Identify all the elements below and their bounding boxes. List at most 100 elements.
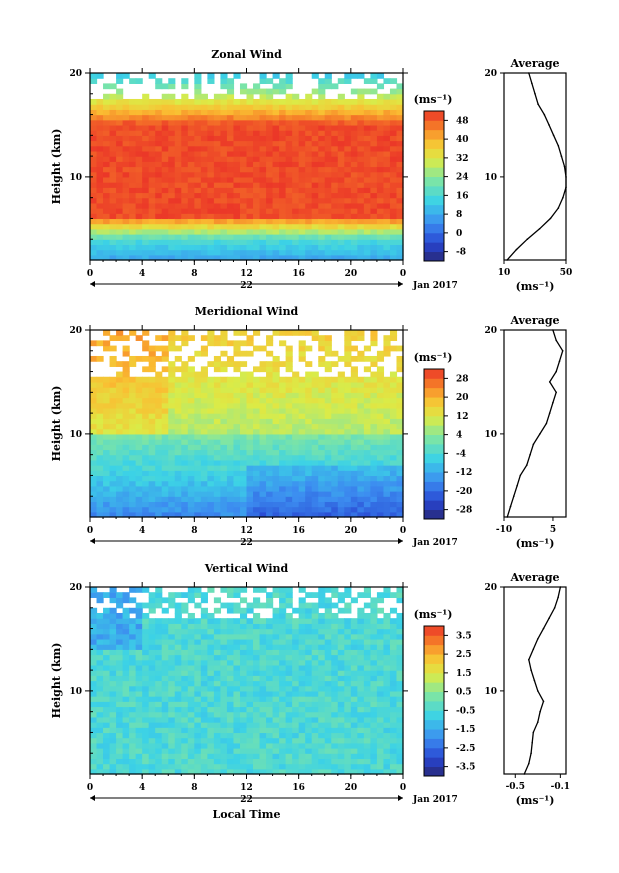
heatmap-cell — [253, 485, 261, 492]
average-x-tick-label: 50 — [560, 268, 573, 278]
heatmap-cell — [272, 208, 280, 214]
heatmap-cell — [129, 485, 137, 492]
heatmap-cell — [103, 93, 111, 100]
heatmap-cell — [103, 192, 111, 199]
heatmap-cell — [96, 355, 104, 362]
heatmap-cell — [272, 244, 280, 251]
heatmap-cell — [337, 182, 345, 188]
heatmap-cell — [148, 156, 156, 162]
heatmap-cell — [103, 722, 111, 728]
heatmap-cell — [272, 402, 280, 409]
heatmap-cell — [363, 218, 371, 225]
heatmap-cell — [357, 124, 365, 131]
heatmap-cell — [116, 140, 124, 147]
heatmap-cell — [239, 244, 248, 251]
average-point — [531, 82, 533, 85]
heatmap-cell — [253, 213, 261, 220]
heatmap-cell — [200, 166, 208, 173]
heatmap-cell — [253, 239, 261, 246]
heatmap-cell — [266, 511, 274, 518]
heatmap-cell — [305, 213, 313, 220]
heatmap-cell — [266, 166, 274, 173]
heatmap-cell — [279, 454, 287, 461]
heatmap-cell — [200, 335, 208, 341]
heatmap-cell — [174, 711, 182, 718]
heatmap-cell — [246, 166, 254, 173]
heatmap-cell — [376, 638, 385, 645]
heatmap-cell — [376, 135, 385, 142]
heatmap-cell — [168, 182, 176, 188]
heatmap-cell — [350, 397, 358, 404]
heatmap-cell — [174, 202, 182, 209]
heatmap-cell — [272, 711, 280, 718]
heatmap-cell — [239, 109, 248, 116]
heatmap-cell — [266, 696, 274, 702]
heatmap-cell — [129, 644, 137, 650]
heatmap-cell — [311, 397, 319, 404]
heatmap-cell — [383, 444, 391, 451]
heatmap-cell — [207, 376, 215, 383]
heatmap-cell — [96, 706, 104, 713]
heatmap-cell — [331, 192, 339, 199]
heatmap-cell — [279, 444, 287, 451]
heatmap-cell — [324, 690, 332, 697]
heatmap-cell — [311, 73, 319, 79]
heatmap-cell — [363, 696, 371, 702]
heatmap-cell — [376, 140, 385, 147]
heatmap-cell — [187, 239, 195, 246]
heatmap-cell — [350, 433, 358, 440]
heatmap-cell — [305, 701, 313, 708]
heatmap-cell — [292, 413, 300, 419]
heatmap-cell — [396, 763, 404, 770]
heatmap-cell — [213, 98, 222, 105]
heatmap-cell — [311, 758, 319, 765]
heatmap-cell — [129, 696, 137, 702]
colorbar-frame — [423, 368, 445, 520]
colorbar-segment — [424, 490, 444, 501]
heatmap-cell — [174, 722, 182, 728]
heatmap-cell — [389, 742, 398, 749]
heatmap-cell — [233, 607, 241, 614]
heatmap-cell — [220, 742, 228, 749]
heatmap-cell — [318, 376, 326, 383]
heatmap-cell — [226, 392, 235, 399]
heatmap-cell — [135, 696, 143, 702]
heatmap-cell — [207, 506, 215, 513]
heatmap-cell — [129, 387, 137, 393]
heatmap-cell — [246, 727, 254, 734]
heatmap-cell — [279, 737, 287, 744]
heatmap-cell — [239, 633, 248, 640]
heatmap-cell — [292, 716, 300, 723]
heatmap-cell — [200, 501, 208, 508]
heatmap-cell — [279, 763, 287, 770]
heatmap-cell — [246, 758, 254, 765]
heatmap-cell — [311, 407, 319, 414]
heatmap-cell — [337, 618, 345, 624]
heatmap-cell — [109, 768, 117, 775]
heatmap-cell — [233, 742, 241, 749]
heatmap-cell — [187, 675, 195, 682]
heatmap-cell — [174, 254, 182, 261]
heatmap-cell — [292, 397, 300, 404]
heatmap-cell — [174, 680, 182, 687]
heatmap-cell — [135, 202, 143, 209]
heatmap-cell — [200, 402, 208, 409]
heatmap-cell — [389, 78, 398, 84]
heatmap-cell — [207, 387, 215, 393]
heatmap-cell — [337, 381, 345, 388]
heatmap-cell — [168, 638, 176, 645]
heatmap-cell — [155, 176, 163, 183]
heatmap-cell — [344, 413, 352, 419]
heatmap-cell — [305, 742, 313, 749]
heatmap-cell — [90, 592, 98, 598]
heatmap-cell — [331, 706, 339, 713]
heatmap-cell — [135, 449, 143, 456]
heatmap-cell — [318, 454, 326, 461]
heatmap-cell — [213, 109, 222, 116]
heatmap-cell — [233, 748, 241, 754]
heatmap-cell — [233, 644, 241, 650]
heatmap-cell — [389, 690, 398, 697]
heatmap-cell — [233, 202, 241, 209]
heatmap-cell — [324, 706, 332, 713]
